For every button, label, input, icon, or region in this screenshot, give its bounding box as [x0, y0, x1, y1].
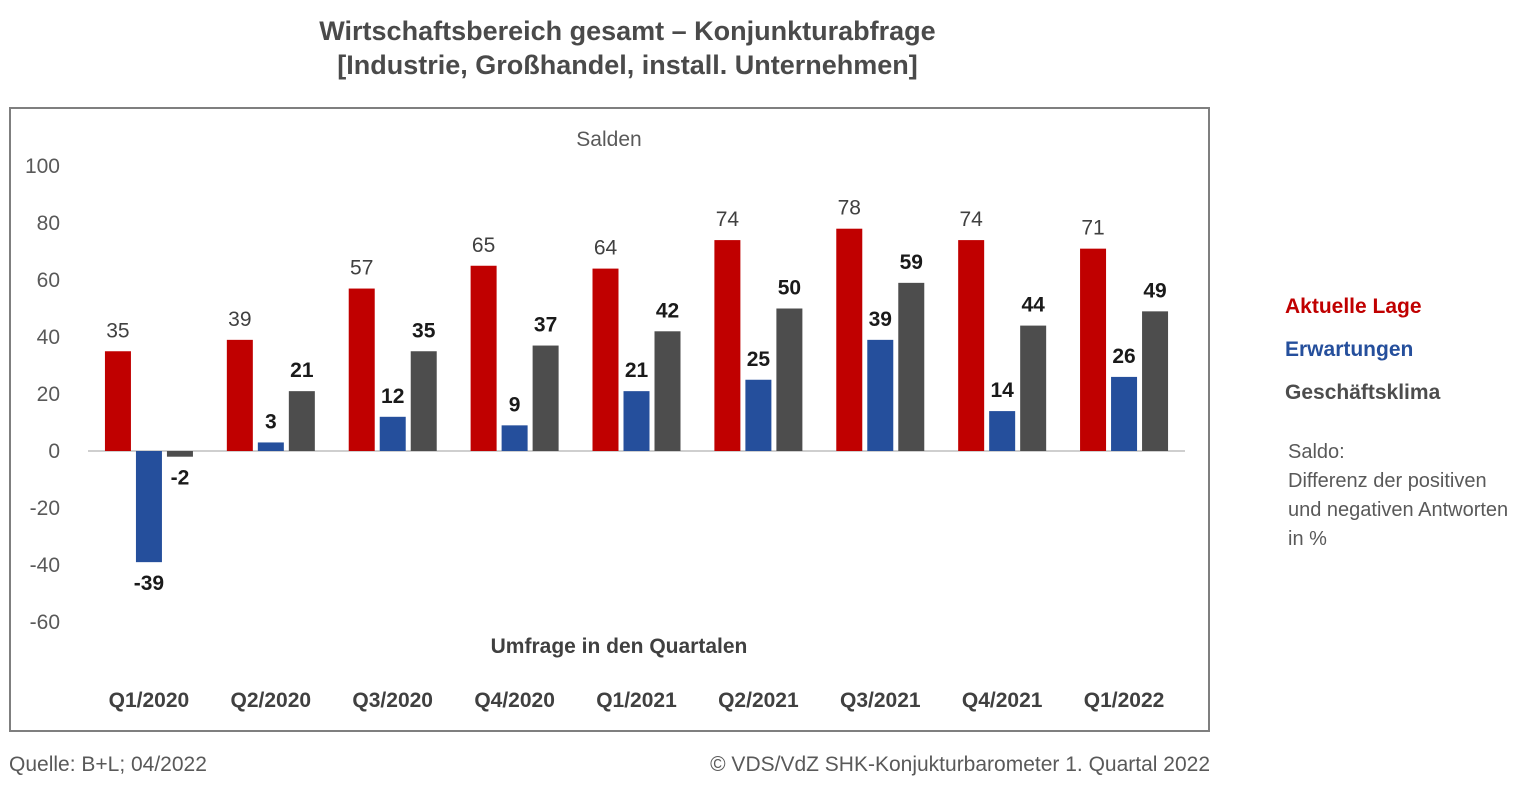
data-label: 26	[1112, 345, 1135, 368]
legend-item-erwartungen: Erwartungen	[1285, 338, 1414, 361]
bar-aktuelle-lage	[836, 228, 863, 451]
bar-gesch-ftsklima	[898, 282, 925, 451]
bar-erwartungen	[989, 411, 1016, 451]
data-label: 21	[290, 359, 314, 382]
bar-erwartungen	[1111, 376, 1138, 451]
x-tick-label: Q3/2020	[352, 689, 433, 712]
note-line1: Saldo:	[1288, 441, 1345, 463]
data-label: 21	[625, 359, 649, 382]
x-tick-label: Q1/2020	[109, 689, 190, 712]
data-label: 42	[656, 299, 679, 322]
y-tick-label: -40	[30, 554, 60, 577]
bar-erwartungen	[379, 416, 406, 451]
data-label: 74	[716, 208, 740, 231]
bar-aktuelle-lage	[104, 351, 131, 451]
chart-title-line2: [Industrie, Großhandel, install. Unterne…	[337, 50, 918, 80]
bar-erwartungen	[623, 391, 650, 451]
bar-aktuelle-lage	[592, 268, 619, 451]
note-line3: und negativen Antworten	[1288, 499, 1509, 521]
data-label: 64	[594, 237, 618, 260]
bar-gesch-ftsklima	[1020, 325, 1047, 451]
bar-gesch-ftsklima	[654, 331, 681, 451]
y-tick-label: 80	[37, 212, 60, 235]
x-tick-label: Q2/2020	[231, 689, 312, 712]
chart-subtitle: Salden	[576, 128, 641, 151]
data-label: 44	[1021, 294, 1045, 317]
bar-erwartungen	[501, 425, 528, 451]
data-label: 35	[412, 319, 436, 342]
y-tick-label: -20	[30, 497, 60, 520]
bar-aktuelle-lage	[226, 339, 253, 451]
bar-aktuelle-lage	[1080, 248, 1107, 451]
chart-title-line1: Wirtschaftsbereich gesamt – Konjunkturab…	[319, 16, 936, 46]
chart-title: Wirtschaftsbereich gesamt – Konjunkturab…	[0, 14, 1255, 82]
legend: Aktuelle Lage Erwartungen Geschäftsklima	[1285, 290, 1440, 419]
data-label: 59	[900, 251, 923, 274]
data-label: 50	[778, 277, 801, 300]
data-label: -2	[171, 467, 190, 490]
bar-gesch-ftsklima	[532, 345, 559, 451]
x-tick-label: Q4/2020	[474, 689, 555, 712]
source-note: Quelle: B+L; 04/2022	[9, 753, 207, 776]
data-label: 39	[869, 308, 892, 331]
y-tick-label: 60	[37, 269, 60, 292]
y-tick-label: -60	[30, 611, 60, 634]
x-axis-title: Umfrage in den Quartalen	[491, 635, 748, 658]
saldo-note: Saldo: Differenz der positiven und negat…	[1288, 438, 1534, 554]
bar-erwartungen	[257, 442, 284, 451]
bar-aktuelle-lage	[348, 288, 375, 451]
data-label: 39	[228, 308, 251, 331]
x-tick-label: Q1/2022	[1084, 689, 1165, 712]
bar-erwartungen	[745, 379, 772, 451]
note-line2: Differenz der positiven	[1288, 470, 1487, 492]
bar-gesch-ftsklima	[410, 351, 437, 451]
data-label: 74	[959, 208, 983, 231]
x-tick-label: Q2/2021	[718, 689, 799, 712]
legend-item-aktuelle-lage: Aktuelle Lage	[1285, 295, 1422, 318]
chart-frame	[9, 107, 1210, 732]
bar-gesch-ftsklima	[1142, 311, 1169, 451]
copyright-note: © VDS/VdZ SHK-Konjukturbarometer 1. Quar…	[710, 753, 1210, 776]
data-label: 3	[265, 410, 277, 433]
bar-erwartungen	[135, 451, 162, 563]
x-tick-label: Q3/2021	[840, 689, 921, 712]
data-label: 14	[990, 379, 1014, 402]
y-tick-label: 40	[37, 326, 60, 349]
data-label: 25	[747, 348, 771, 371]
data-label: -39	[134, 572, 164, 595]
bar-aktuelle-lage	[470, 265, 497, 451]
y-tick-label: 0	[48, 440, 60, 463]
data-label: 37	[534, 314, 557, 337]
x-tick-label: Q4/2021	[962, 689, 1043, 712]
legend-item-geschaeftsklima: Geschäftsklima	[1285, 381, 1441, 404]
bar-erwartungen	[867, 339, 894, 451]
y-tick-label: 20	[37, 383, 60, 406]
y-tick-label: 100	[25, 155, 60, 178]
bar-aktuelle-lage	[714, 240, 741, 451]
data-label: 65	[472, 234, 495, 257]
data-label: 78	[838, 197, 861, 220]
data-label: 49	[1143, 279, 1166, 302]
data-label: 57	[350, 257, 373, 280]
x-tick-label: Q1/2021	[596, 689, 677, 712]
bar-gesch-ftsklima	[166, 451, 193, 457]
data-label: 12	[381, 385, 404, 408]
bar-gesch-ftsklima	[776, 308, 803, 451]
bar-aktuelle-lage	[958, 240, 985, 451]
note-line4: in %	[1288, 528, 1327, 550]
bar-gesch-ftsklima	[288, 391, 315, 451]
data-label: 35	[106, 319, 129, 342]
data-label: 9	[509, 393, 521, 416]
data-label: 71	[1081, 217, 1104, 240]
